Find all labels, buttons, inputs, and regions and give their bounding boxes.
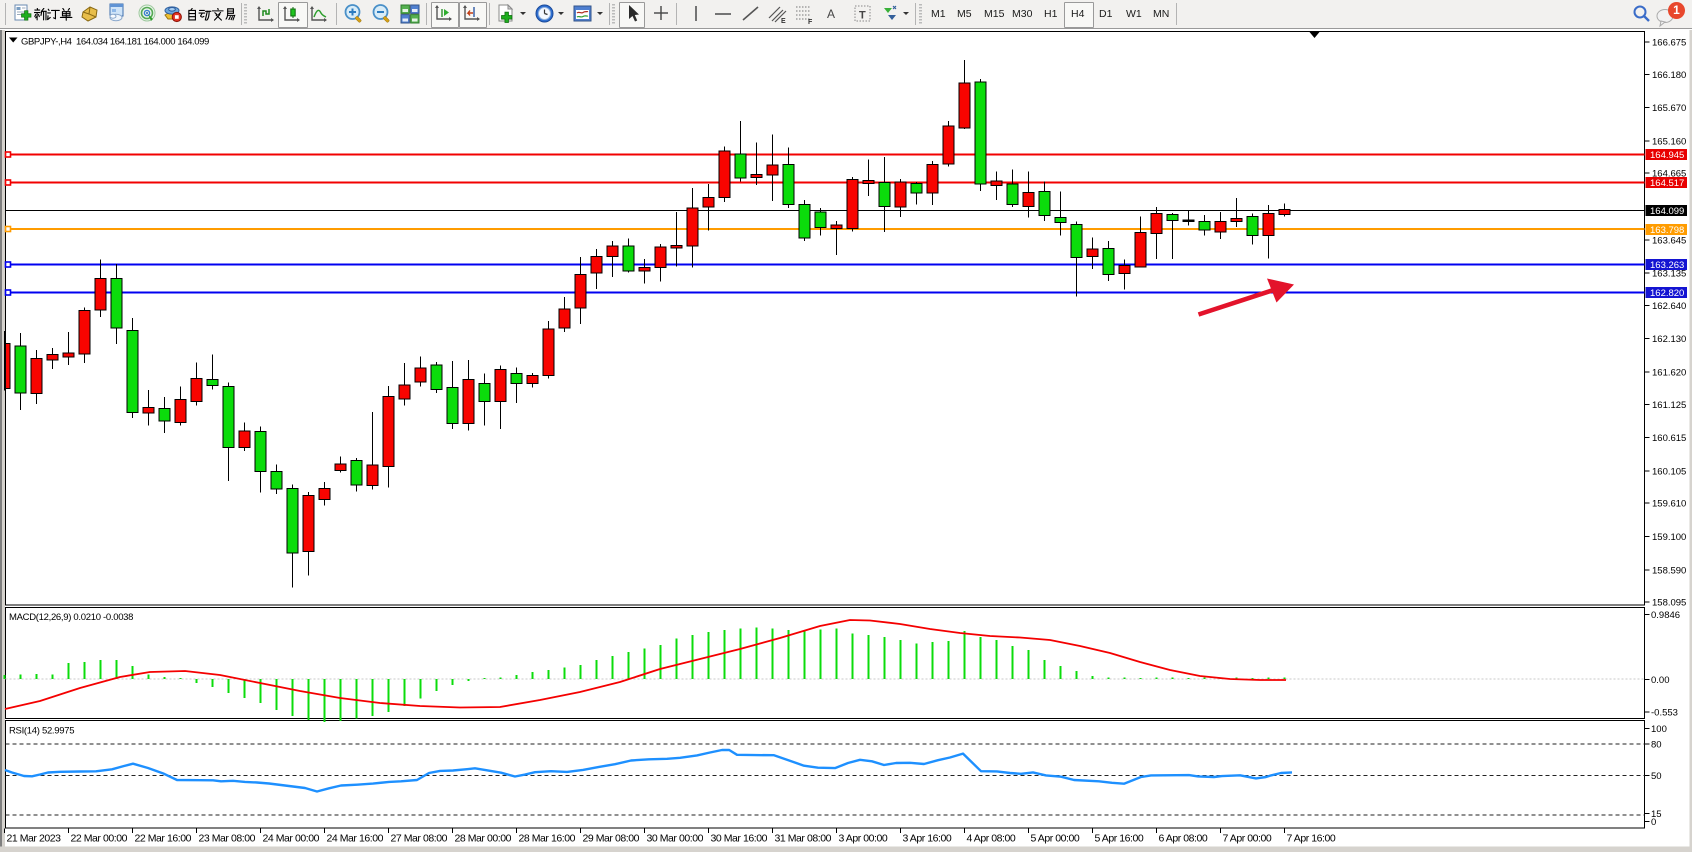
- svg-text:22 Mar 16:00: 22 Mar 16:00: [135, 833, 192, 845]
- svg-text:4 Apr 08:00: 4 Apr 08:00: [967, 833, 1016, 845]
- svg-text:0: 0: [1651, 817, 1656, 828]
- svg-text:161.125: 161.125: [1652, 400, 1686, 411]
- svg-text:23 Mar 08:00: 23 Mar 08:00: [199, 833, 256, 845]
- svg-text:165.670: 165.670: [1652, 103, 1686, 114]
- svg-text:21 Mar 2023: 21 Mar 2023: [7, 833, 62, 845]
- svg-text:RSI(14) 52.9975: RSI(14) 52.9975: [9, 726, 74, 737]
- svg-text:163.798: 163.798: [1650, 225, 1684, 236]
- svg-text:164.517: 164.517: [1650, 178, 1684, 189]
- svg-text:163.263: 163.263: [1650, 260, 1684, 271]
- svg-text:160.615: 160.615: [1652, 433, 1686, 444]
- svg-text:3 Apr 00:00: 3 Apr 00:00: [839, 833, 888, 845]
- svg-text:3 Apr 16:00: 3 Apr 16:00: [903, 833, 952, 845]
- svg-text:163.645: 163.645: [1652, 235, 1686, 246]
- svg-text:30 Mar 16:00: 30 Mar 16:00: [711, 833, 768, 845]
- svg-text:160.105: 160.105: [1652, 466, 1686, 477]
- svg-text:24 Mar 00:00: 24 Mar 00:00: [263, 833, 320, 845]
- svg-text:31 Mar 08:00: 31 Mar 08:00: [775, 833, 832, 845]
- svg-text:161.620: 161.620: [1652, 368, 1686, 379]
- svg-text:164.945: 164.945: [1650, 150, 1684, 161]
- svg-text:0.9846: 0.9846: [1651, 610, 1680, 621]
- svg-text:80: 80: [1651, 740, 1662, 751]
- svg-text:E: E: [781, 18, 786, 24]
- svg-text:100: 100: [1651, 724, 1667, 735]
- svg-text:166.675: 166.675: [1652, 38, 1686, 49]
- svg-text:F: F: [808, 19, 813, 24]
- svg-text:29 Mar 08:00: 29 Mar 08:00: [583, 833, 640, 845]
- svg-text:27 Mar 08:00: 27 Mar 08:00: [391, 833, 448, 845]
- svg-text:MACD(12,26,9) 0.0210 -0.0038: MACD(12,26,9) 0.0210 -0.0038: [9, 612, 133, 623]
- svg-text:158.590: 158.590: [1652, 565, 1686, 576]
- svg-text:7 Apr 00:00: 7 Apr 00:00: [1223, 833, 1272, 845]
- svg-text:30 Mar 00:00: 30 Mar 00:00: [647, 833, 704, 845]
- svg-text:7 Apr 16:00: 7 Apr 16:00: [1287, 833, 1336, 845]
- svg-text:50: 50: [1651, 771, 1662, 782]
- svg-text:-0.553: -0.553: [1651, 708, 1678, 719]
- svg-text:164.665: 164.665: [1652, 169, 1686, 180]
- svg-text:163.135: 163.135: [1652, 269, 1686, 280]
- svg-text:166.180: 166.180: [1652, 70, 1686, 81]
- svg-text:24 Mar 16:00: 24 Mar 16:00: [327, 833, 384, 845]
- svg-text:165.160: 165.160: [1652, 136, 1686, 147]
- svg-text:5 Apr 00:00: 5 Apr 00:00: [1031, 833, 1080, 845]
- svg-text:164.099: 164.099: [1650, 206, 1684, 217]
- svg-text:159.610: 159.610: [1652, 499, 1686, 510]
- svg-text:159.100: 159.100: [1652, 532, 1686, 543]
- svg-text:15: 15: [1651, 809, 1662, 820]
- svg-text:28 Mar 16:00: 28 Mar 16:00: [519, 833, 576, 845]
- svg-text:28 Mar 00:00: 28 Mar 00:00: [455, 833, 512, 845]
- svg-text:158.095: 158.095: [1652, 598, 1686, 609]
- svg-text:162.130: 162.130: [1652, 334, 1686, 345]
- svg-text:162.820: 162.820: [1650, 288, 1684, 299]
- svg-text:22 Mar 00:00: 22 Mar 00:00: [71, 833, 128, 845]
- svg-text:0.00: 0.00: [1651, 675, 1670, 686]
- svg-text:162.640: 162.640: [1652, 301, 1686, 312]
- svg-text:GBPJPY-,H4 164.034 164.181 16: GBPJPY-,H4 164.034 164.181 164.000 164.0…: [21, 37, 209, 48]
- svg-text:T: T: [859, 10, 866, 22]
- svg-text:6 Apr 08:00: 6 Apr 08:00: [1159, 833, 1208, 845]
- svg-text:5 Apr 16:00: 5 Apr 16:00: [1095, 833, 1144, 845]
